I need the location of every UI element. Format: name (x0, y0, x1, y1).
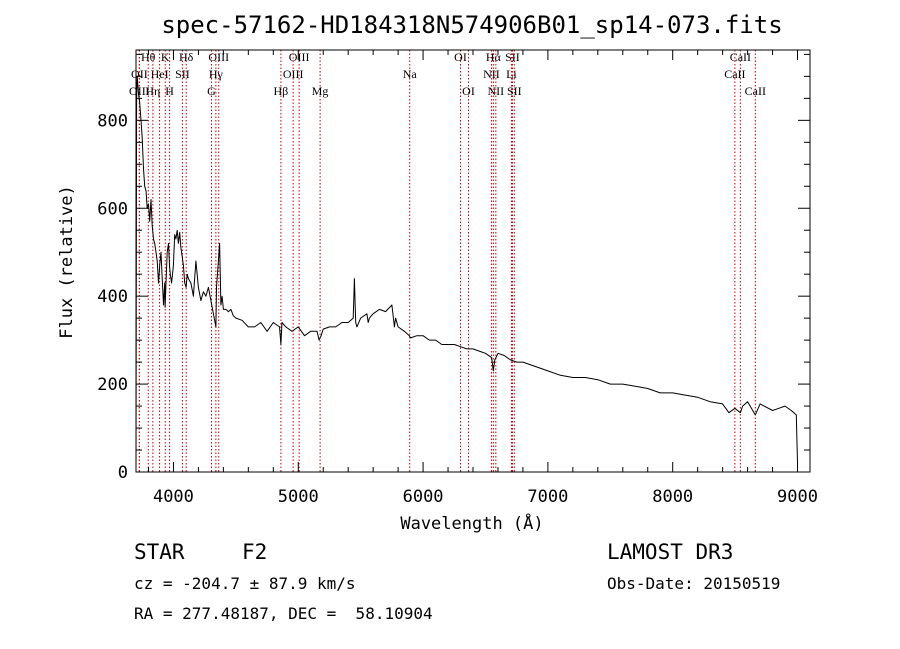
observation-date: Obs-Date: 20150519 (607, 574, 781, 593)
spectral-line-label: Li (506, 67, 517, 81)
spectral-line-label: Hγ (209, 67, 224, 81)
spectral-line-label: OIII (283, 67, 304, 81)
spectral-line-label: Hβ (274, 84, 289, 98)
spectral-line-label: SII (505, 50, 520, 64)
spectral-line-label: Na (403, 67, 418, 81)
coordinates-readout: RA = 277.48187, DEC = 58.10904 (134, 604, 433, 623)
spectral-line-label: SII (507, 84, 522, 98)
spectral-line-label: CaII (724, 67, 745, 81)
spectral-line-label: OIII (208, 50, 229, 64)
y-tick-label: 200 (97, 375, 128, 395)
spectral-line-label: K (161, 50, 170, 64)
spectral-line-label: OII (131, 67, 148, 81)
spectral-line-label: OI (462, 84, 475, 98)
x-axis-label: Wavelength (Å) (400, 512, 543, 534)
spectral-line-label: NII (488, 84, 505, 98)
spectral-line-label: OI (454, 50, 467, 64)
object-subclass: F2 (242, 540, 268, 564)
x-tick-label: 4000 (153, 487, 194, 507)
spectrum-line (135, 75, 798, 468)
x-tick-label: 6000 (403, 487, 444, 507)
spectrum-series (135, 75, 798, 468)
chart-title: spec-57162-HD184318N574906B01_sp14-073.f… (161, 11, 782, 39)
plot-frame (135, 49, 811, 473)
y-tick-label: 400 (97, 287, 128, 307)
spectral-line-label: HeI (151, 67, 169, 81)
object-class: STAR (134, 540, 185, 564)
x-tick-label: 7000 (527, 487, 568, 507)
redshift-readout: cz = -204.7 ± 87.9 km/s (134, 574, 356, 593)
spectral-line-label: NII (483, 67, 500, 81)
spectral-line-label: Hδ (179, 50, 194, 64)
spectral-line-label: G (207, 84, 216, 98)
y-tick-label: 800 (97, 111, 128, 131)
spectral-line-label: CaII (745, 84, 766, 98)
survey-name: LAMOST DR3 (607, 540, 734, 564)
x-tick-label: 9000 (777, 487, 818, 507)
spectral-line-label: SII (175, 67, 190, 81)
axis-ticks: 4000 5000 6000 7000 8000 9000 0 200 400 600 800 (97, 50, 818, 507)
spectral-line-label: Hθ (141, 50, 156, 64)
spectral-line-label: Mg (312, 84, 329, 98)
spectral-line-label: OIII (129, 84, 150, 98)
x-tick-label: 8000 (652, 487, 693, 507)
y-axis-label: Flux (relative) (57, 185, 77, 339)
spectral-line-label: Hη (145, 84, 160, 98)
spectral-line-label: H (165, 84, 174, 98)
x-tick-label: 5000 (278, 487, 319, 507)
y-tick-label: 600 (97, 199, 128, 219)
spectral-line-label: Hα (486, 50, 502, 64)
y-tick-label: 0 (118, 463, 128, 483)
spectral-line-label: OIII (289, 50, 310, 64)
